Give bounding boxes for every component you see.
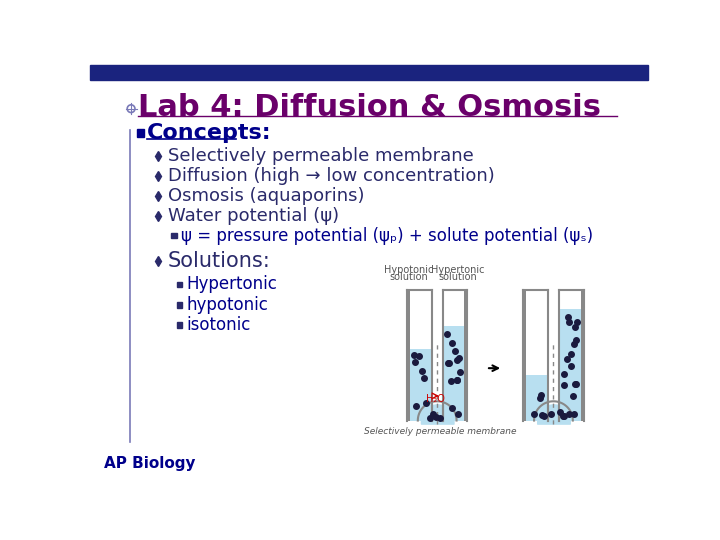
Text: Hypertonic: Hypertonic	[431, 265, 485, 275]
Text: Lab 4: Diffusion & Osmosis: Lab 4: Diffusion & Osmosis	[138, 93, 601, 122]
Bar	[580, 289, 584, 421]
Text: solution: solution	[438, 272, 477, 282]
Text: Concepts:: Concepts:	[148, 123, 272, 143]
Text: Selectively permeable membrane: Selectively permeable membrane	[168, 147, 473, 165]
Bar	[407, 289, 410, 421]
Bar	[526, 375, 548, 421]
Text: Hypertonic: Hypertonic	[186, 275, 277, 293]
Bar	[177, 302, 182, 308]
Text: solution: solution	[389, 272, 428, 282]
Bar	[177, 281, 182, 287]
Text: AP Biology: AP Biology	[104, 456, 195, 471]
Text: hypotonic: hypotonic	[186, 296, 268, 314]
Bar	[464, 289, 467, 421]
Text: isotonic: isotonic	[186, 316, 251, 334]
Text: ψ = pressure potential (ψₚ) + solute potential (ψₛ): ψ = pressure potential (ψₚ) + solute pot…	[181, 227, 593, 245]
Bar	[171, 233, 177, 239]
Text: Hypotonic: Hypotonic	[384, 265, 433, 275]
Bar	[443, 326, 464, 421]
Text: Water potential (ψ): Water potential (ψ)	[168, 207, 338, 225]
Bar	[523, 289, 526, 421]
Text: Osmosis (aquaporins): Osmosis (aquaporins)	[168, 187, 364, 205]
Bar	[177, 322, 182, 328]
Text: Diffusion (high → low concentration): Diffusion (high → low concentration)	[168, 167, 494, 185]
Text: Selectively permeable membrane: Selectively permeable membrane	[364, 427, 516, 436]
Text: Solutions:: Solutions:	[168, 251, 270, 271]
Bar	[90, 65, 648, 80]
Bar	[410, 348, 432, 421]
Text: H₂O: H₂O	[426, 394, 445, 404]
Bar	[137, 130, 144, 137]
Bar	[559, 309, 580, 421]
